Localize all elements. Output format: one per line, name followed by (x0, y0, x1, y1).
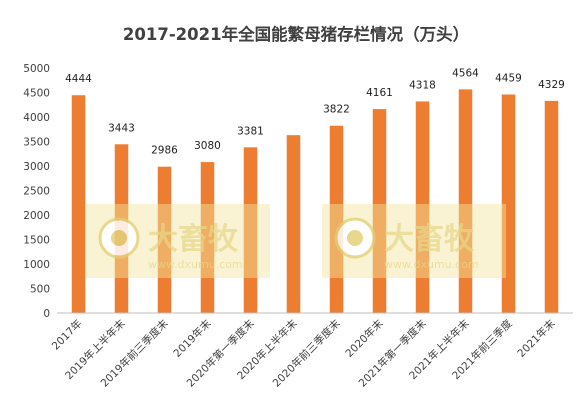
bars (71, 89, 559, 314)
bar (157, 166, 172, 313)
y-tick-label: 500 (30, 284, 50, 296)
watermark-brand-text: 大畜牧 (384, 222, 475, 257)
bar (415, 101, 430, 313)
bar (243, 147, 258, 313)
watermark-emblem-dot-icon (347, 230, 363, 246)
y-tick-label: 4500 (23, 88, 50, 100)
watermark-url: www.dxumu.com (384, 258, 479, 271)
x-tick-label: 2020年末 (343, 317, 386, 360)
watermark-emblem-dot-icon (111, 230, 127, 246)
bar (286, 135, 301, 313)
data-label: 3443 (108, 122, 135, 134)
y-tick-label: 2000 (23, 210, 50, 222)
data-label: 4444 (65, 73, 92, 85)
data-label: 4329 (538, 79, 565, 91)
bar (71, 95, 86, 314)
data-label: 4318 (409, 79, 436, 91)
bar (329, 125, 344, 313)
data-labels: 4444 3443 2986 3080 3381 3822 4161 4318 4564 4459… (65, 67, 565, 156)
bar (501, 94, 516, 313)
watermark-url: www.dxumu.com (148, 258, 243, 271)
y-tick-label: 3500 (23, 137, 50, 149)
y-tick-label: 4000 (23, 112, 50, 124)
data-label: 4459 (495, 73, 522, 85)
data-label: 4564 (452, 67, 479, 79)
x-tick-label: 2021年末 (515, 317, 558, 360)
data-label: 3381 (237, 125, 264, 137)
data-label: 3080 (194, 140, 221, 152)
y-tick-label: 5000 (23, 63, 50, 75)
y-tick-label: 0 (43, 308, 50, 320)
y-tick-label: 2500 (23, 186, 50, 198)
y-tick-label: 1000 (23, 259, 50, 271)
chart-title: 2017-2021年全国能繁母猪存栏情况（万头） (123, 24, 469, 44)
bar (372, 109, 387, 313)
data-label: 4161 (366, 87, 393, 99)
bar (544, 100, 559, 313)
bar (200, 162, 215, 313)
watermark-brand-text: 大畜牧 (148, 222, 239, 257)
data-label: 3822 (323, 104, 350, 116)
x-tick-label: 2019年末 (171, 317, 214, 360)
y-tick-label: 3000 (23, 161, 50, 173)
bar (458, 89, 473, 313)
x-tick-label: 2017年 (49, 317, 85, 353)
data-label: 2986 (151, 145, 178, 157)
y-tick-label: 1500 (23, 235, 50, 247)
y-axis: 0 500 1000 1500 2000 2500 3000 3500 4000 4500 5000 (23, 63, 50, 320)
